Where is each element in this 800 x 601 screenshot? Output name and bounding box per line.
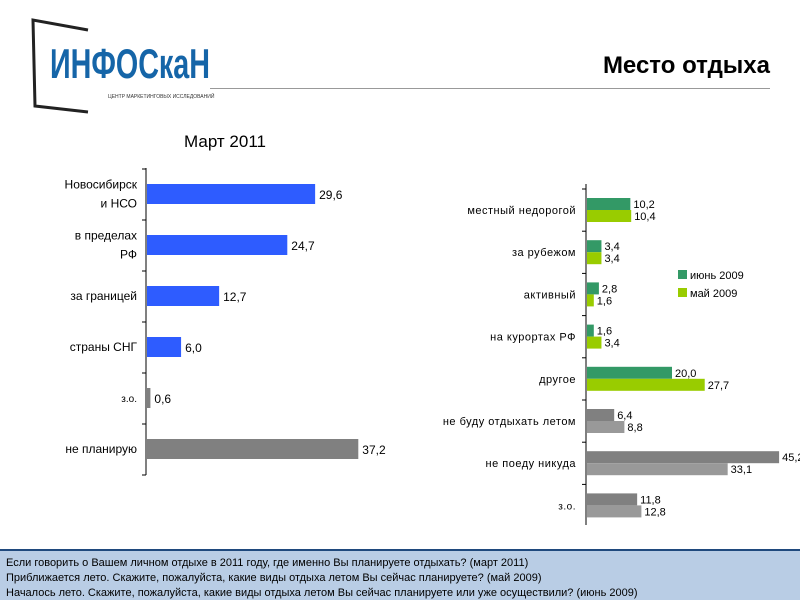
data-label: 11,8 — [640, 494, 661, 506]
chart-title: Март 2011 — [184, 132, 266, 151]
chart-march-2011: Март 2011 Новосибирск и НСО 29,6 в пределах Р… — [65, 132, 386, 476]
data-label: 10,4 — [634, 211, 655, 223]
category-label: за рубежом — [512, 247, 576, 259]
category-label: местный недорогой — [467, 205, 576, 217]
legend-label: май 2009 — [690, 288, 737, 300]
data-label: 0,6 — [154, 392, 171, 406]
data-label: 3,4 — [604, 253, 619, 265]
data-label: 24,7 — [291, 239, 315, 253]
footer-line: Приближается лето. Скажите, пожалуйста, … — [6, 572, 542, 584]
category-label: за границей — [70, 289, 137, 303]
bar — [587, 366, 672, 379]
data-label: 1,6 — [597, 295, 612, 307]
bar — [587, 409, 615, 421]
data-label: 20,0 — [675, 368, 696, 380]
category-label: не планирую — [65, 442, 137, 456]
chart-2009: местный недорогой 10,210,4за рубежом 3,43,… — [443, 184, 800, 525]
legend-swatch — [678, 288, 687, 297]
legend-swatch — [678, 270, 687, 279]
bar — [587, 294, 594, 307]
page-title: Место отдыха — [602, 52, 770, 79]
data-label: 8,8 — [627, 422, 642, 434]
category-label: активный — [524, 289, 576, 301]
footer-line: Если говорить о Вашем личном отдыхе в 20… — [6, 557, 529, 569]
bar — [147, 388, 151, 408]
bar — [587, 378, 705, 391]
bar — [587, 421, 625, 433]
bar — [587, 240, 602, 253]
category-label: Новосибирск — [65, 178, 138, 192]
data-label: 29,6 — [319, 188, 343, 202]
category-label: другое — [539, 374, 576, 386]
footer-line: Началось лето. Скажите, пожалуйста, каки… — [6, 587, 638, 599]
category-label: РФ — [120, 248, 137, 262]
header-divider — [210, 88, 770, 89]
data-label: 12,8 — [644, 506, 665, 518]
logo-subtitle: ЦЕНТР МАРКЕТИНГОВЫХ ИССЛЕДОВАНИЙ — [108, 92, 215, 100]
bar — [587, 451, 780, 464]
bar — [587, 336, 602, 349]
bar — [147, 184, 316, 204]
bar — [587, 493, 638, 506]
category-label: не поеду никуда — [486, 458, 577, 470]
data-label: 6,4 — [617, 410, 632, 422]
bar — [587, 282, 599, 295]
category-label: не буду отдыхать летом — [443, 416, 576, 428]
bar — [147, 235, 288, 255]
data-label: 27,7 — [708, 380, 729, 392]
category-label: страны СНГ — [70, 340, 138, 354]
infoscan-logo: ИНФОСкаН ЦЕНТР МАРКЕТИНГОВЫХ ИССЛЕДОВАНИ… — [31, 18, 215, 114]
footer-questions: Если говорить о Вашем личном отдыхе в 20… — [0, 549, 800, 600]
data-label: 2,8 — [602, 283, 617, 295]
bar — [147, 439, 359, 459]
bar — [587, 198, 631, 210]
data-label: 3,4 — [604, 338, 619, 350]
data-label: 1,6 — [597, 326, 612, 338]
bar — [147, 286, 220, 306]
legend-label: июнь 2009 — [690, 270, 744, 282]
bar — [587, 463, 728, 476]
bar — [587, 324, 594, 337]
logo-text: ИНФОСкаН — [50, 40, 210, 87]
data-label: 12,7 — [223, 290, 247, 304]
category-label: и НСО — [101, 197, 137, 211]
category-label: в пределах — [75, 229, 137, 243]
data-label: 37,2 — [362, 443, 386, 457]
category-label: з.о. — [558, 501, 576, 512]
data-label: 33,1 — [731, 464, 752, 476]
bar — [587, 252, 602, 265]
data-label: 3,4 — [604, 241, 619, 253]
bar — [587, 210, 632, 222]
data-label: 6,0 — [185, 341, 202, 355]
bar — [587, 505, 642, 518]
bar — [147, 337, 182, 357]
data-label: 10,2 — [633, 199, 654, 211]
category-label: з.о. — [121, 394, 137, 405]
category-label: на курортах РФ — [490, 332, 576, 344]
data-label: 45,2 — [782, 452, 800, 464]
